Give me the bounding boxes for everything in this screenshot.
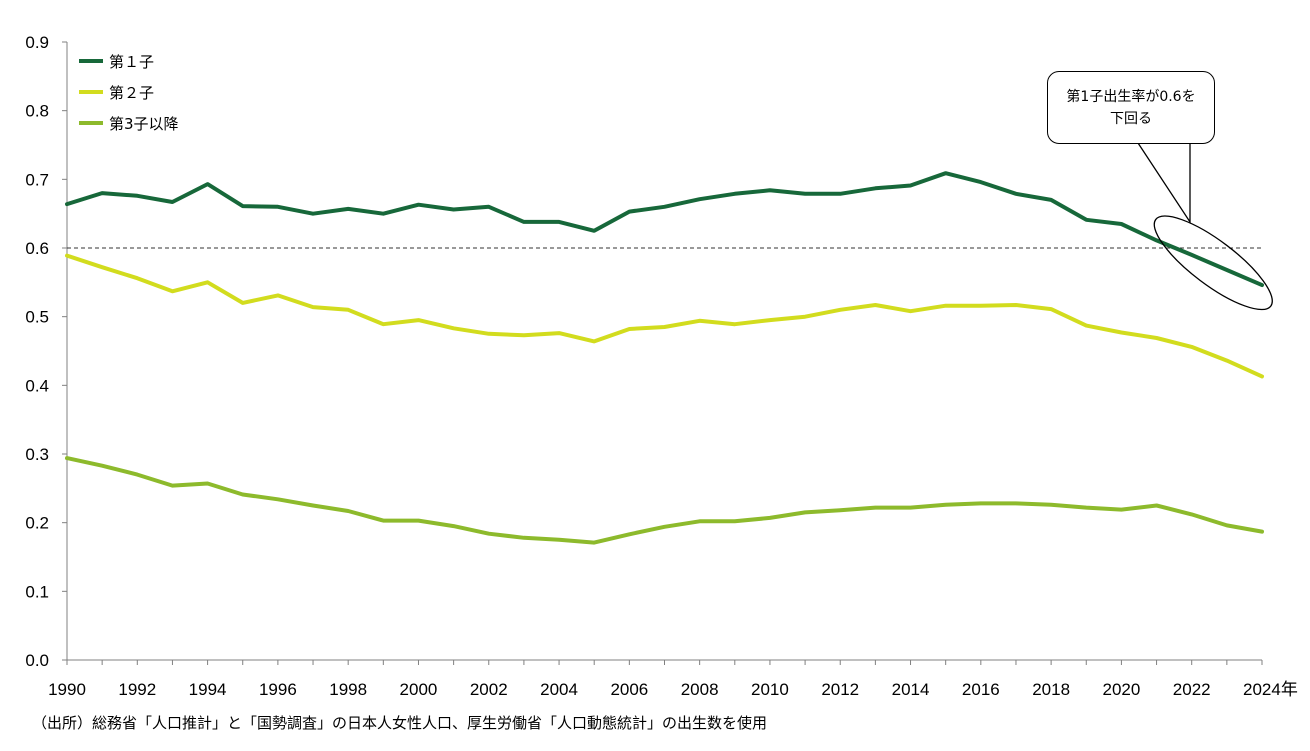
- x-tick-label: 2020: [1102, 680, 1140, 699]
- x-tick-label: 1994: [189, 680, 227, 699]
- legend-label-1: 第１子: [109, 53, 154, 71]
- series-line-3: [65, 456, 1264, 545]
- y-tick-label: 0.3: [25, 445, 49, 464]
- highlight-ellipse: [1153, 215, 1273, 311]
- x-tick-label: 2012: [821, 680, 859, 699]
- annotation-line-1: 第1子出生率が0.6を: [1066, 88, 1196, 105]
- y-tick-label: 0.1: [25, 582, 49, 601]
- x-tick-label: 1998: [329, 680, 367, 699]
- y-tick-label: 0.0: [25, 651, 49, 670]
- x-tick-label: 2004: [540, 680, 578, 699]
- x-tick-label: 2002: [470, 680, 508, 699]
- x-tick-label: 2008: [681, 680, 719, 699]
- series-line-2: [65, 253, 1264, 379]
- y-tick-label: 0.4: [25, 376, 49, 395]
- callout-pointer: [1136, 142, 1191, 225]
- x-tick-label: 2016: [962, 680, 1000, 699]
- legend-label-3: 第3子以降: [109, 115, 179, 133]
- x-tick-label: 1990: [48, 680, 86, 699]
- x-tick-label: 2024年: [1243, 680, 1298, 699]
- source-note: （出所）総務省「人口推計」と「国勢調査」の日本人女性人口、厚生労働省「人口動態統…: [32, 714, 768, 732]
- x-tick-label: 2000: [400, 680, 438, 699]
- axes: 0.0 0.1 0.2 0.3 0.4 0.5 0.6 0.7 0.8 0.9 1990 1992 19…: [25, 33, 1297, 699]
- x-tick-label: 2006: [610, 680, 648, 699]
- series-line-1: [65, 171, 1264, 288]
- y-tick-label: 0.9: [25, 33, 49, 52]
- x-tick-label: 2022: [1173, 680, 1211, 699]
- y-tick-label: 0.7: [25, 170, 49, 189]
- y-tick-label: 0.6: [25, 239, 49, 258]
- y-tick-label: 0.8: [25, 102, 49, 121]
- y-tick-label: 0.2: [25, 514, 49, 533]
- annotation-callout: 第1子出生率が0.6を 下回る: [1047, 71, 1215, 144]
- x-tick-label: 2014: [892, 680, 930, 699]
- annotation-line-2: 下回る: [1110, 110, 1152, 127]
- legend-label-2: 第２子: [109, 84, 154, 102]
- y-tick-label: 0.5: [25, 308, 49, 327]
- series-group: [65, 171, 1264, 545]
- x-tick-label: 2010: [751, 680, 789, 699]
- x-tick-label: 1996: [259, 680, 297, 699]
- x-tick-label: 1992: [118, 680, 156, 699]
- highlight-group: [1136, 141, 1273, 311]
- x-tick-label: 2018: [1032, 680, 1070, 699]
